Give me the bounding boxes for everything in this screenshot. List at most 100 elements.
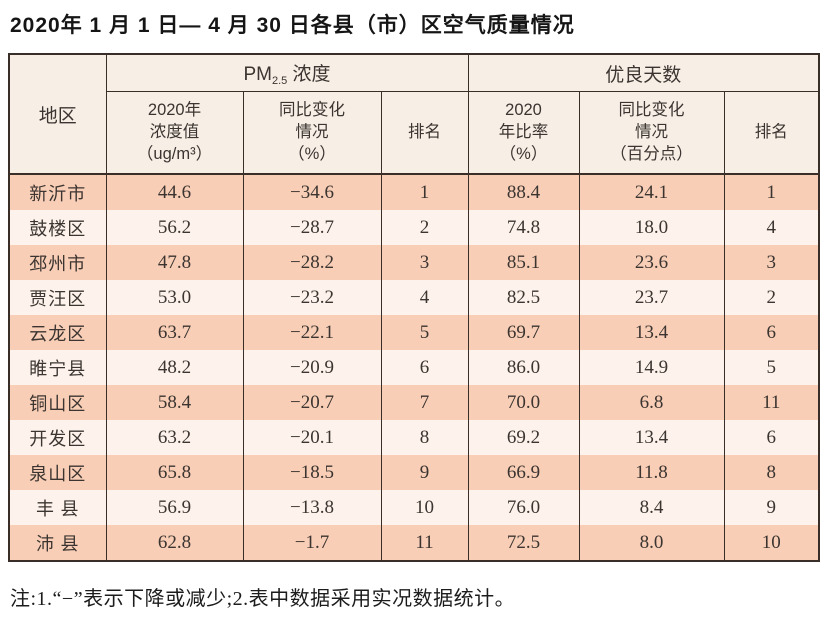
cell-pm-rank: 2 [380,210,469,246]
cell-pm-rank: 11 [380,525,469,562]
cell-region: 睢宁县 [8,350,107,386]
cell-pm-change: −1.7 [242,525,382,562]
cell-pm-change: −18.5 [242,455,382,491]
cell-pm-rank: 1 [380,174,469,211]
col-header-region: 地区 [8,54,107,176]
cell-good-rate: 86.0 [467,350,580,386]
cell-pm-change: −13.8 [242,490,382,526]
cell-good-rank: 11 [723,385,820,421]
col-header-pm-change: 同比变化 情况 （%） [242,91,382,176]
cell-good-rate: 66.9 [467,455,580,491]
cell-good-change: 23.7 [578,280,725,316]
cell-pm-value: 65.8 [105,455,244,491]
table-row: 新沂市 44.6 −34.6 1 88.4 24.1 1 [8,174,820,211]
section-header-good-days: 优良天数 [467,54,820,93]
cell-good-rank: 4 [723,210,820,246]
table-row: 贾汪区 53.0 −23.2 4 82.5 23.7 2 [8,280,820,316]
table-row: 铜山区 58.4 −20.7 7 70.0 6.8 11 [8,385,820,421]
cell-good-rate: 74.8 [467,210,580,246]
cell-good-change: 6.8 [578,385,725,421]
cell-pm-rank: 10 [380,490,469,526]
cell-region: 邳州市 [8,245,107,281]
cell-good-change: 11.8 [578,455,725,491]
cell-region: 鼓楼区 [8,210,107,246]
cell-good-rank: 5 [723,350,820,386]
cell-pm-change: −20.9 [242,350,382,386]
cell-good-rate: 82.5 [467,280,580,316]
cell-good-rank: 1 [723,174,820,211]
cell-pm-rank: 4 [380,280,469,316]
cell-pm-change: −20.7 [242,385,382,421]
cell-pm-value: 56.9 [105,490,244,526]
footnote: 注:1.“−”表示下降或减少;2.表中数据采用实况数据统计。 [10,588,516,611]
cell-good-rank: 9 [723,490,820,526]
cell-good-rank: 10 [723,525,820,562]
cell-pm-value: 48.2 [105,350,244,386]
cell-good-rate: 69.2 [467,420,580,456]
cell-good-change: 8.4 [578,490,725,526]
cell-pm-change: −28.2 [242,245,382,281]
cell-pm-change: −22.1 [242,315,382,351]
cell-good-rank: 8 [723,455,820,491]
air-quality-table: 地区 PM2.5 浓度 优良天数 2020年 浓度值 （ug/m³） 同比变化 … [8,53,821,563]
cell-good-rank: 3 [723,245,820,281]
pm25-prefix: PM [243,64,272,86]
cell-pm-value: 47.8 [105,245,244,281]
cell-pm-rank: 6 [380,350,469,386]
cell-good-rate: 88.4 [467,174,580,211]
col-header-pm-rank: 排名 [380,91,469,176]
cell-pm-value: 63.7 [105,315,244,351]
cell-pm-value: 58.4 [105,385,244,421]
cell-pm-change: −28.7 [242,210,382,246]
table-row: 丰 县 56.9 −13.8 10 76.0 8.4 9 [8,490,820,526]
pm25-suffix: 浓度 [287,64,331,86]
table-body: 新沂市 44.6 −34.6 1 88.4 24.1 1 鼓楼区 56.2 −28.7 2 74.8 1… [8,174,820,562]
col-header-good-change: 同比变化 情况 （百分点） [578,91,725,176]
cell-good-rate: 72.5 [467,525,580,562]
col-header-good-rate: 2020 年比率 （%） [467,91,580,176]
table-row: 邳州市 47.8 −28.2 3 85.1 23.6 3 [8,245,820,281]
pm25-subscript: 2.5 [271,75,288,88]
cell-pm-rank: 8 [380,420,469,456]
cell-region: 泉山区 [8,455,107,491]
cell-good-change: 18.0 [578,210,725,246]
cell-good-change: 8.0 [578,525,725,562]
cell-good-change: 24.1 [578,174,725,211]
cell-good-change: 13.4 [578,315,725,351]
cell-pm-value: 62.8 [105,525,244,562]
cell-good-rate: 70.0 [467,385,580,421]
table-row: 云龙区 63.7 −22.1 5 69.7 13.4 6 [8,315,820,351]
cell-good-change: 13.4 [578,420,725,456]
cell-pm-rank: 9 [380,455,469,491]
cell-region: 开发区 [8,420,107,456]
cell-region: 新沂市 [8,174,107,211]
cell-region: 贾汪区 [8,280,107,316]
table-row: 睢宁县 48.2 −20.9 6 86.0 14.9 5 [8,350,820,386]
table-row: 泉山区 65.8 −18.5 9 66.9 11.8 8 [8,455,820,491]
table-row: 鼓楼区 56.2 −28.7 2 74.8 18.0 4 [8,210,820,246]
col-header-pm-value: 2020年 浓度值 （ug/m³） [105,91,244,176]
cell-pm-rank: 5 [380,315,469,351]
cell-good-change: 14.9 [578,350,725,386]
page-title: 2020年 1 月 1 日— 4 月 30 日各县（市）区空气质量情况 [10,14,575,37]
cell-pm-change: −23.2 [242,280,382,316]
cell-good-rank: 6 [723,315,820,351]
cell-region: 云龙区 [8,315,107,351]
cell-pm-change: −34.6 [242,174,382,211]
cell-good-rank: 6 [723,420,820,456]
cell-good-rate: 85.1 [467,245,580,281]
table-header: 地区 PM2.5 浓度 优良天数 2020年 浓度值 （ug/m³） 同比变化 … [8,54,820,176]
cell-good-rate: 76.0 [467,490,580,526]
cell-good-rank: 2 [723,280,820,316]
cell-pm-rank: 7 [380,385,469,421]
cell-pm-value: 56.2 [105,210,244,246]
cell-pm-rank: 3 [380,245,469,281]
cell-region: 铜山区 [8,385,107,421]
cell-pm-value: 44.6 [105,174,244,211]
cell-region: 丰 县 [8,490,107,526]
cell-good-rate: 69.7 [467,315,580,351]
col-header-good-rank: 排名 [723,91,820,176]
section-header-pm25: PM2.5 浓度 [105,54,469,93]
cell-pm-change: −20.1 [242,420,382,456]
